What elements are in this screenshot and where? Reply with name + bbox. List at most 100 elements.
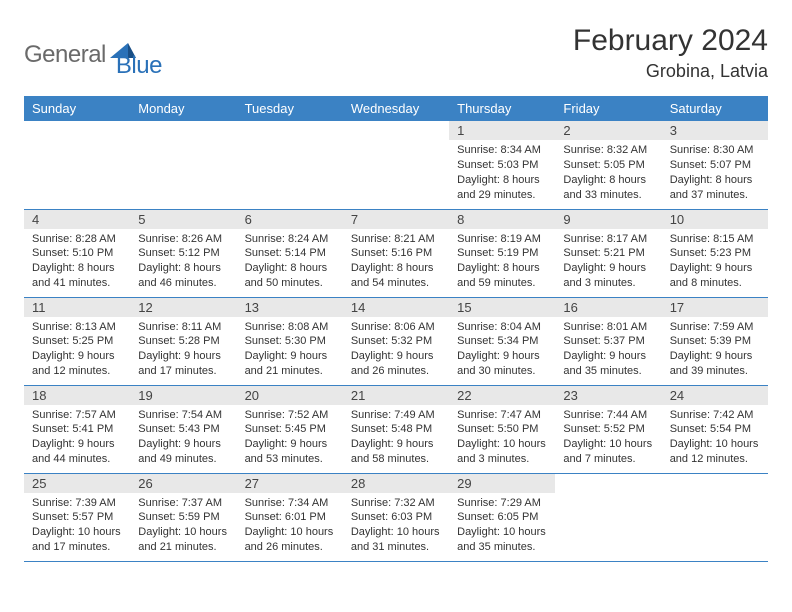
sunrise-line: Sunrise: 7:44 AM: [563, 408, 653, 423]
sunset-line: Sunset: 5:41 PM: [32, 422, 122, 437]
day-number: 28: [343, 474, 449, 493]
day-details: Sunrise: 8:26 AMSunset: 5:12 PMDaylight:…: [130, 229, 236, 295]
calendar-row: 18Sunrise: 7:57 AMSunset: 5:41 PMDayligh…: [24, 385, 768, 473]
sunrise-line: Sunrise: 8:11 AM: [138, 320, 228, 335]
sunrise-line: Sunrise: 8:19 AM: [457, 232, 547, 247]
calendar-cell: 20Sunrise: 7:52 AMSunset: 5:45 PMDayligh…: [237, 385, 343, 473]
day-details: Sunrise: 8:19 AMSunset: 5:19 PMDaylight:…: [449, 229, 555, 295]
calendar-cell: 3Sunrise: 8:30 AMSunset: 5:07 PMDaylight…: [662, 121, 768, 209]
day-details: Sunrise: 7:54 AMSunset: 5:43 PMDaylight:…: [130, 405, 236, 471]
sunrise-line: Sunrise: 7:57 AM: [32, 408, 122, 423]
day-details: Sunrise: 8:32 AMSunset: 5:05 PMDaylight:…: [555, 140, 661, 206]
sunset-line: Sunset: 5:19 PM: [457, 246, 547, 261]
weekday-saturday: Saturday: [662, 96, 768, 121]
sunrise-line: Sunrise: 8:26 AM: [138, 232, 228, 247]
weekday-sunday: Sunday: [24, 96, 130, 121]
day-number: 25: [24, 474, 130, 493]
sunrise-line: Sunrise: 8:01 AM: [563, 320, 653, 335]
calendar-cell: ..: [130, 121, 236, 209]
weekday-monday: Monday: [130, 96, 236, 121]
sunrise-line: Sunrise: 7:29 AM: [457, 496, 547, 511]
title-block: February 2024 Grobina, Latvia: [573, 24, 768, 82]
sunset-line: Sunset: 5:59 PM: [138, 510, 228, 525]
sunset-line: Sunset: 5:48 PM: [351, 422, 441, 437]
sunrise-line: Sunrise: 8:34 AM: [457, 143, 547, 158]
calendar-cell: ..: [24, 121, 130, 209]
sunrise-line: Sunrise: 8:15 AM: [670, 232, 760, 247]
sunset-line: Sunset: 5:23 PM: [670, 246, 760, 261]
day-details: Sunrise: 7:29 AMSunset: 6:05 PMDaylight:…: [449, 493, 555, 559]
weekday-friday: Friday: [555, 96, 661, 121]
calendar-cell: 18Sunrise: 7:57 AMSunset: 5:41 PMDayligh…: [24, 385, 130, 473]
sunset-line: Sunset: 5:45 PM: [245, 422, 335, 437]
day-number: 21: [343, 386, 449, 405]
daylight-line: Daylight: 9 hours and 3 minutes.: [563, 261, 653, 291]
sunset-line: Sunset: 5:52 PM: [563, 422, 653, 437]
daylight-line: Daylight: 8 hours and 54 minutes.: [351, 261, 441, 291]
day-details: Sunrise: 7:44 AMSunset: 5:52 PMDaylight:…: [555, 405, 661, 471]
day-number: 27: [237, 474, 343, 493]
calendar-cell: 24Sunrise: 7:42 AMSunset: 5:54 PMDayligh…: [662, 385, 768, 473]
day-number: 15: [449, 298, 555, 317]
sunrise-line: Sunrise: 8:28 AM: [32, 232, 122, 247]
sunrise-line: Sunrise: 8:08 AM: [245, 320, 335, 335]
brand-text-general: General: [24, 41, 106, 69]
day-number: 19: [130, 386, 236, 405]
sunset-line: Sunset: 5:37 PM: [563, 334, 653, 349]
calendar-cell: ..: [555, 473, 661, 561]
sunset-line: Sunset: 5:50 PM: [457, 422, 547, 437]
daylight-line: Daylight: 8 hours and 33 minutes.: [563, 173, 653, 203]
daylight-line: Daylight: 9 hours and 49 minutes.: [138, 437, 228, 467]
day-details: Sunrise: 7:32 AMSunset: 6:03 PMDaylight:…: [343, 493, 449, 559]
calendar-cell: 2Sunrise: 8:32 AMSunset: 5:05 PMDaylight…: [555, 121, 661, 209]
sunset-line: Sunset: 5:34 PM: [457, 334, 547, 349]
brand-logo: General Blue: [24, 30, 162, 80]
sunset-line: Sunset: 5:43 PM: [138, 422, 228, 437]
daylight-line: Daylight: 8 hours and 59 minutes.: [457, 261, 547, 291]
day-number: 29: [449, 474, 555, 493]
sunrise-line: Sunrise: 7:34 AM: [245, 496, 335, 511]
calendar-cell: 26Sunrise: 7:37 AMSunset: 5:59 PMDayligh…: [130, 473, 236, 561]
calendar-cell: 11Sunrise: 8:13 AMSunset: 5:25 PMDayligh…: [24, 297, 130, 385]
weekday-thursday: Thursday: [449, 96, 555, 121]
sunset-line: Sunset: 5:30 PM: [245, 334, 335, 349]
day-number: 26: [130, 474, 236, 493]
sunrise-line: Sunrise: 7:39 AM: [32, 496, 122, 511]
calendar-cell: 15Sunrise: 8:04 AMSunset: 5:34 PMDayligh…: [449, 297, 555, 385]
day-details: Sunrise: 7:57 AMSunset: 5:41 PMDaylight:…: [24, 405, 130, 471]
daylight-line: Daylight: 9 hours and 58 minutes.: [351, 437, 441, 467]
weekday-tuesday: Tuesday: [237, 96, 343, 121]
sunset-line: Sunset: 5:07 PM: [670, 158, 760, 173]
daylight-line: Daylight: 9 hours and 53 minutes.: [245, 437, 335, 467]
location-label: Grobina, Latvia: [573, 61, 768, 82]
sunset-line: Sunset: 5:16 PM: [351, 246, 441, 261]
day-number: 8: [449, 210, 555, 229]
day-details: Sunrise: 7:39 AMSunset: 5:57 PMDaylight:…: [24, 493, 130, 559]
calendar-cell: 10Sunrise: 8:15 AMSunset: 5:23 PMDayligh…: [662, 209, 768, 297]
day-number: 1: [449, 121, 555, 140]
daylight-line: Daylight: 10 hours and 17 minutes.: [32, 525, 122, 555]
daylight-line: Daylight: 9 hours and 26 minutes.: [351, 349, 441, 379]
page-title: February 2024: [573, 24, 768, 58]
sunset-line: Sunset: 6:01 PM: [245, 510, 335, 525]
day-number: 2: [555, 121, 661, 140]
calendar-table: Sunday Monday Tuesday Wednesday Thursday…: [24, 96, 768, 562]
sunrise-line: Sunrise: 7:54 AM: [138, 408, 228, 423]
daylight-line: Daylight: 9 hours and 44 minutes.: [32, 437, 122, 467]
calendar-cell: 1Sunrise: 8:34 AMSunset: 5:03 PMDaylight…: [449, 121, 555, 209]
calendar-row: 11Sunrise: 8:13 AMSunset: 5:25 PMDayligh…: [24, 297, 768, 385]
sunrise-line: Sunrise: 8:21 AM: [351, 232, 441, 247]
day-details: Sunrise: 8:06 AMSunset: 5:32 PMDaylight:…: [343, 317, 449, 383]
daylight-line: Daylight: 9 hours and 8 minutes.: [670, 261, 760, 291]
sunset-line: Sunset: 6:03 PM: [351, 510, 441, 525]
sunset-line: Sunset: 5:14 PM: [245, 246, 335, 261]
day-details: Sunrise: 7:47 AMSunset: 5:50 PMDaylight:…: [449, 405, 555, 471]
day-number: 9: [555, 210, 661, 229]
calendar-cell: 6Sunrise: 8:24 AMSunset: 5:14 PMDaylight…: [237, 209, 343, 297]
day-number: 20: [237, 386, 343, 405]
day-details: Sunrise: 8:30 AMSunset: 5:07 PMDaylight:…: [662, 140, 768, 206]
weekday-header-row: Sunday Monday Tuesday Wednesday Thursday…: [24, 96, 768, 121]
day-details: Sunrise: 8:08 AMSunset: 5:30 PMDaylight:…: [237, 317, 343, 383]
day-details: Sunrise: 8:11 AMSunset: 5:28 PMDaylight:…: [130, 317, 236, 383]
day-details: Sunrise: 8:04 AMSunset: 5:34 PMDaylight:…: [449, 317, 555, 383]
